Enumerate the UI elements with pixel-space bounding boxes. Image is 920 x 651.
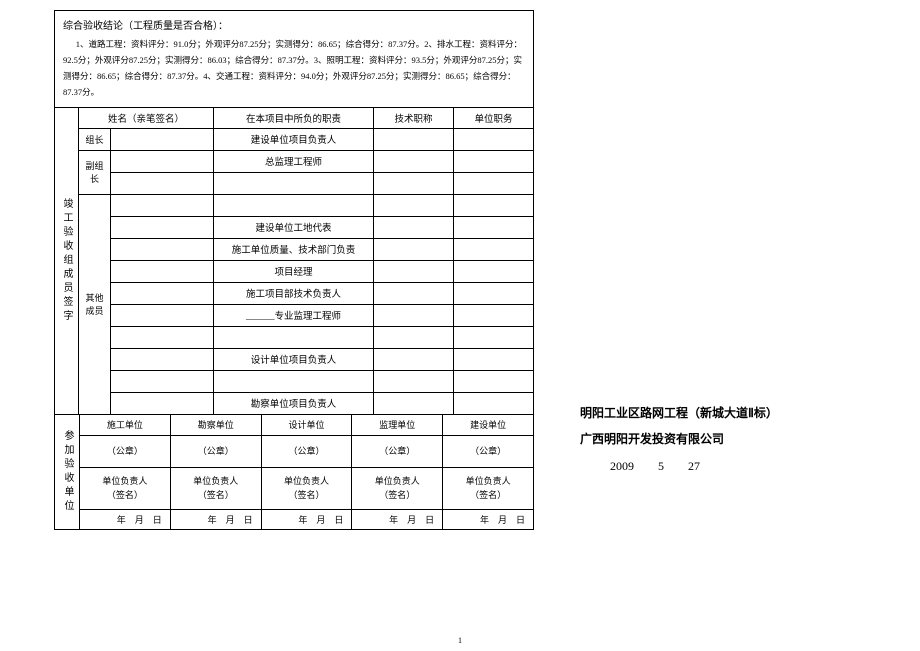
o1-name	[111, 216, 214, 238]
company-name: 广西明阳开发投资有限公司	[580, 426, 900, 452]
o6-post	[454, 326, 534, 348]
resp1: 单位负责人（签名）	[80, 467, 171, 509]
role-vice2	[214, 172, 374, 194]
group-leader: 组长	[79, 128, 111, 150]
o2-tech	[374, 238, 454, 260]
group-other: 其他成员	[79, 194, 111, 414]
o2-name	[111, 238, 214, 260]
hdr-tech: 技术职称	[374, 107, 454, 128]
role-o4: 施工项目部技术负责人	[214, 282, 374, 304]
o3-tech	[374, 260, 454, 282]
o4-name	[111, 282, 214, 304]
leader-name-cell	[111, 128, 214, 150]
seal5: （公章）	[443, 435, 534, 467]
vice2-tech	[374, 172, 454, 194]
vice1-tech	[374, 150, 454, 172]
o5-prefix: ______	[246, 312, 275, 322]
doc-date: 2009 5 27	[580, 453, 900, 479]
role-o5: ______专业监理工程师	[214, 304, 374, 326]
o8-post	[454, 370, 534, 392]
unit1: 施工单位	[80, 414, 171, 435]
vice1-name	[111, 150, 214, 172]
o3-name	[111, 260, 214, 282]
date3: 年 月 日	[261, 509, 352, 529]
page-number: 1	[0, 636, 920, 645]
o6-tech	[374, 326, 454, 348]
leader-post	[454, 128, 534, 150]
resp4: 单位负责人（签名）	[352, 467, 443, 509]
vice2-post	[454, 172, 534, 194]
resp2: 单位负责人（签名）	[170, 467, 261, 509]
seal4: （公章）	[352, 435, 443, 467]
unit5: 建设单位	[443, 414, 534, 435]
role-o1: 建设单位工地代表	[214, 216, 374, 238]
hdr-name: 姓名（亲笔签名）	[79, 107, 214, 128]
vice2-name	[111, 172, 214, 194]
role-o6	[214, 326, 374, 348]
vice1-post	[454, 150, 534, 172]
project-title: 明阳工业区路网工程（新城大道Ⅱ标）	[580, 400, 900, 426]
right-panel: 明阳工业区路网工程（新城大道Ⅱ标） 广西明阳开发投资有限公司 2009 5 27	[580, 400, 900, 479]
side-label-members: 竣工验收组成员签字	[59, 198, 74, 324]
seal2: （公章）	[170, 435, 261, 467]
o0-name	[111, 194, 214, 216]
seal1: （公章）	[80, 435, 171, 467]
form-panel: 综合验收结论（工程质量是否合格）： 1、道路工程：资料评分：91.0分；外观评分…	[54, 10, 534, 530]
units-table: 参加验收单位 施工单位 勘察单位 设计单位 监理单位 建设单位 （公章） （公章…	[54, 414, 534, 530]
o2-post	[454, 238, 534, 260]
o9-tech	[374, 392, 454, 414]
unit4: 监理单位	[352, 414, 443, 435]
seal3: （公章）	[261, 435, 352, 467]
conclusion-title: 综合验收结论（工程质量是否合格）：	[63, 17, 525, 36]
o4-post	[454, 282, 534, 304]
unit2: 勘察单位	[170, 414, 261, 435]
role-o2: 施工单位质量、技术部门负责	[214, 238, 374, 260]
o3-post	[454, 260, 534, 282]
role-o0	[214, 194, 374, 216]
o1-post	[454, 216, 534, 238]
unit3: 设计单位	[261, 414, 352, 435]
o8-tech	[374, 370, 454, 392]
o7-name	[111, 348, 214, 370]
o5-suffix: 专业监理工程师	[274, 312, 341, 322]
o9-post	[454, 392, 534, 414]
role-o8	[214, 370, 374, 392]
hdr-duty: 在本项目中所负的职责	[214, 107, 374, 128]
o5-tech	[374, 304, 454, 326]
o8-name	[111, 370, 214, 392]
o1-tech	[374, 216, 454, 238]
o5-post	[454, 304, 534, 326]
o0-post	[454, 194, 534, 216]
side-label-units: 参加验收单位	[59, 430, 75, 514]
o9-name	[111, 392, 214, 414]
resp3: 单位负责人（签名）	[261, 467, 352, 509]
conclusion-body: 1、道路工程：资料评分：91.0分；外观评分87.25分；实测得分：86.65；…	[63, 36, 525, 101]
role-o9: 勘察单位项目负责人	[214, 392, 374, 414]
o7-tech	[374, 348, 454, 370]
hdr-post: 单位职务	[454, 107, 534, 128]
leader-tech	[374, 128, 454, 150]
role-o7: 设计单位项目负责人	[214, 348, 374, 370]
members-table: 竣工验收组成员签字 姓名（亲笔签名） 在本项目中所负的职责 技术职称 单位职务 …	[54, 107, 534, 415]
o0-tech	[374, 194, 454, 216]
o4-tech	[374, 282, 454, 304]
date4: 年 月 日	[352, 509, 443, 529]
o5-name	[111, 304, 214, 326]
date2: 年 月 日	[170, 509, 261, 529]
conclusion-box: 综合验收结论（工程质量是否合格）： 1、道路工程：资料评分：91.0分；外观评分…	[54, 10, 534, 107]
group-vice: 副组长	[79, 150, 111, 194]
o7-post	[454, 348, 534, 370]
role-vice1: 总监理工程师	[214, 150, 374, 172]
resp5: 单位负责人（签名）	[443, 467, 534, 509]
date5: 年 月 日	[443, 509, 534, 529]
o6-name	[111, 326, 214, 348]
role-o3: 项目经理	[214, 260, 374, 282]
date1: 年 月 日	[80, 509, 171, 529]
role-leader: 建设单位项目负责人	[214, 128, 374, 150]
